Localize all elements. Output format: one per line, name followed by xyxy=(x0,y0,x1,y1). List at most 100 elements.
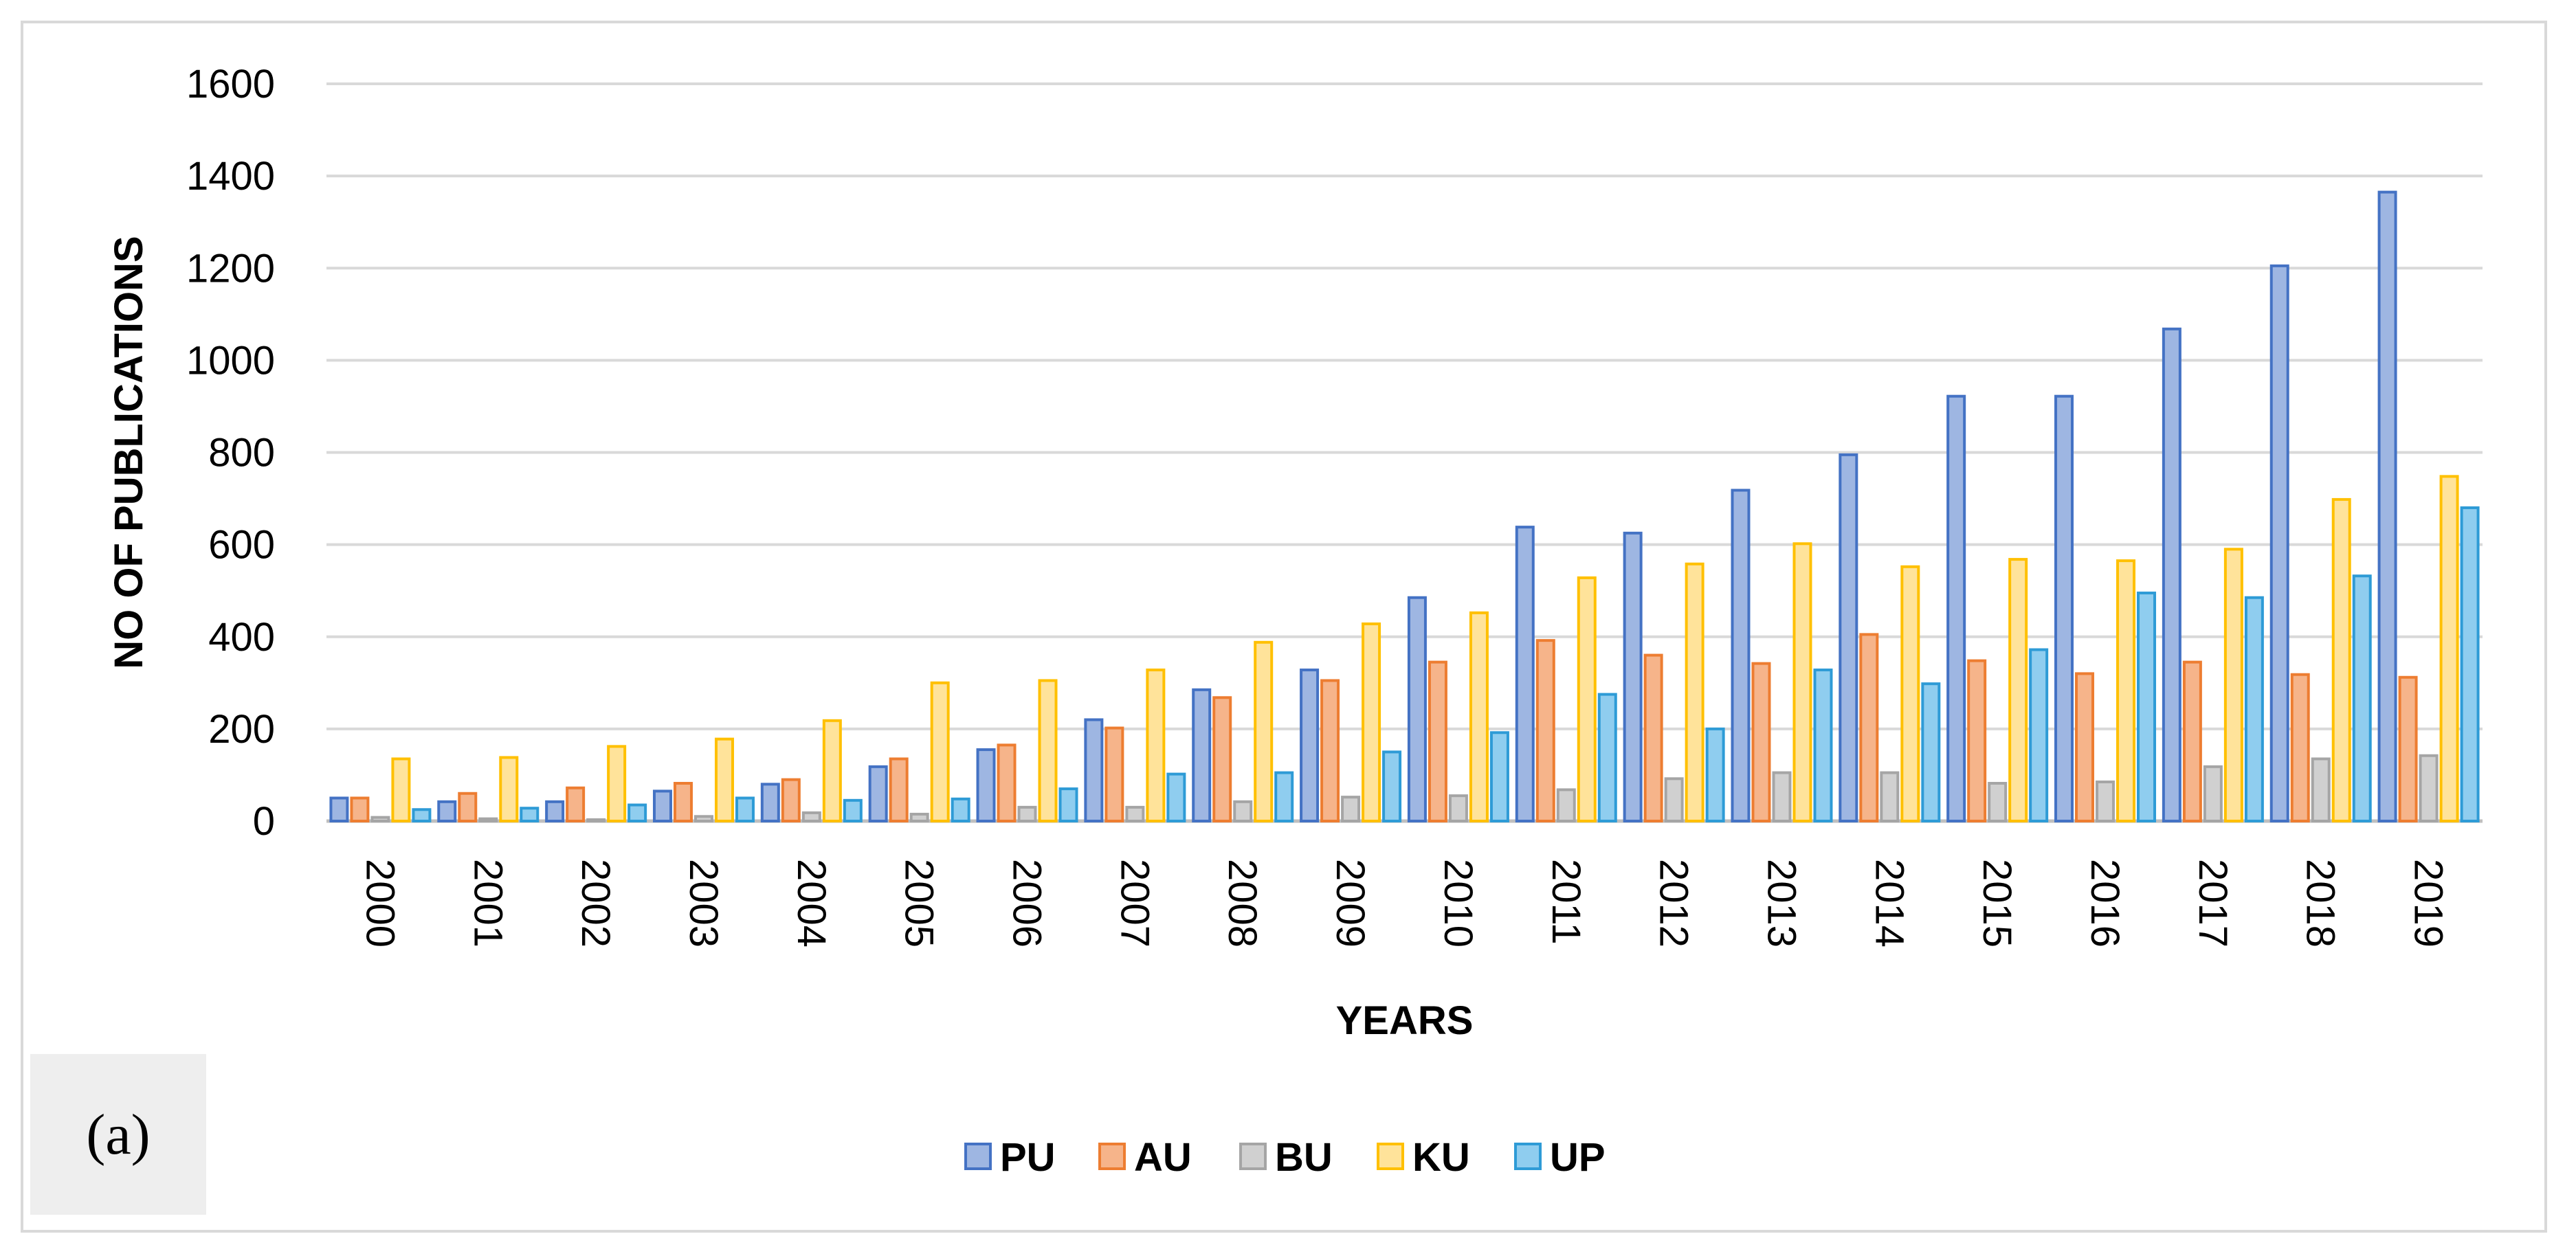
bar-ku-2002 xyxy=(607,745,627,823)
y-tick-label: 200 xyxy=(208,707,275,752)
bar-up-2019 xyxy=(2460,506,2480,822)
x-tick-label: 2017 xyxy=(2190,859,2235,947)
bar-ku-2018 xyxy=(2331,497,2351,822)
bar-bu-2008 xyxy=(1233,800,1253,822)
bar-up-2006 xyxy=(1058,787,1078,823)
bar-ku-2007 xyxy=(1146,669,1166,822)
bar-up-2008 xyxy=(1274,771,1294,822)
bar-ku-2003 xyxy=(714,737,734,823)
bar-bu-2018 xyxy=(2311,757,2331,822)
bar-bu-2003 xyxy=(693,815,713,822)
bar-ku-2017 xyxy=(2223,548,2243,822)
y-tick-label: 1000 xyxy=(186,338,275,383)
bar-up-2012 xyxy=(1705,727,1725,822)
bar-ku-2013 xyxy=(1792,542,1812,822)
y-tick-label: 0 xyxy=(253,799,275,844)
bar-au-2007 xyxy=(1104,726,1124,822)
bar-up-2010 xyxy=(1489,731,1509,822)
bar-au-2006 xyxy=(997,743,1017,823)
legend-label-au: AU xyxy=(1134,1135,1192,1180)
y-axis-title: NO OF PUBLICATIONS xyxy=(107,236,151,669)
x-tick-label: 2013 xyxy=(1759,859,1803,947)
x-tick-label: 2016 xyxy=(2083,859,2127,947)
bar-up-2013 xyxy=(1813,669,1833,822)
bar-pu-2011 xyxy=(1515,526,1535,822)
bar-up-2018 xyxy=(2352,574,2372,822)
bar-au-2009 xyxy=(1320,679,1340,822)
bar-au-2018 xyxy=(2290,673,2310,823)
bar-au-2017 xyxy=(2182,660,2202,823)
bar-ku-2008 xyxy=(1254,640,1274,822)
bar-au-2013 xyxy=(1751,662,1771,822)
bar-au-2010 xyxy=(1428,660,1447,823)
bar-bu-2007 xyxy=(1125,805,1145,822)
y-tick-label: 600 xyxy=(208,523,275,568)
bar-up-2001 xyxy=(520,807,540,823)
bar-up-2003 xyxy=(735,796,755,822)
gridlines xyxy=(326,82,2483,823)
legend-label-pu: PU xyxy=(1000,1135,1056,1180)
y-tick-label: 1200 xyxy=(186,246,275,291)
bar-bu-2005 xyxy=(909,812,929,823)
bar-pu-2004 xyxy=(760,783,780,822)
x-tick-label: 2015 xyxy=(1975,859,2019,947)
x-tick-label: 2000 xyxy=(357,859,402,947)
y-tick-label: 400 xyxy=(208,615,275,660)
bar-bu-2012 xyxy=(1664,777,1684,822)
bar-bu-2016 xyxy=(2096,780,2116,822)
bar-pu-2010 xyxy=(1407,596,1427,822)
bar-pu-2003 xyxy=(652,789,672,823)
x-tick-label: 2005 xyxy=(897,859,942,947)
bar-ku-2014 xyxy=(1900,565,1920,822)
bars xyxy=(329,190,2480,823)
bar-au-2000 xyxy=(350,796,370,822)
x-tick-label: 2018 xyxy=(2298,859,2343,947)
bar-bu-2015 xyxy=(1988,782,2008,823)
bar-bu-2002 xyxy=(586,818,606,823)
bar-pu-2006 xyxy=(976,748,996,822)
bar-au-2015 xyxy=(1967,659,1987,822)
bar-up-2004 xyxy=(843,798,863,823)
x-tick-label: 2003 xyxy=(681,859,726,947)
bar-pu-2007 xyxy=(1084,718,1104,823)
bar-up-2005 xyxy=(951,797,970,823)
bar-au-2011 xyxy=(1535,639,1555,822)
bar-au-2003 xyxy=(673,782,693,823)
bar-ku-2004 xyxy=(822,719,842,822)
bar-bu-2001 xyxy=(478,817,498,822)
bar-up-2002 xyxy=(628,803,647,822)
bar-ku-2015 xyxy=(2008,558,2028,823)
bar-up-2016 xyxy=(2137,592,2157,823)
bar-pu-2008 xyxy=(1192,688,1212,823)
x-tick-label: 2008 xyxy=(1220,859,1265,947)
bar-ku-2011 xyxy=(1577,576,1597,822)
legend: PU AU BU KU UP xyxy=(964,1135,1606,1180)
bar-up-2000 xyxy=(412,808,432,822)
bar-au-2014 xyxy=(1859,633,1879,822)
bar-pu-2012 xyxy=(1623,531,1643,822)
bar-up-2017 xyxy=(2244,596,2264,822)
bar-au-2012 xyxy=(1643,653,1663,823)
bar-pu-2000 xyxy=(329,796,349,822)
y-tick-label: 1600 xyxy=(186,62,275,106)
bar-ku-2006 xyxy=(1038,679,1058,822)
bar-bu-2014 xyxy=(1880,771,1900,822)
bar-pu-2015 xyxy=(1946,394,1966,822)
bar-up-2015 xyxy=(2029,648,2049,823)
bar-au-2004 xyxy=(781,778,801,823)
bar-up-2014 xyxy=(1921,682,1941,822)
bar-pu-2001 xyxy=(437,800,457,822)
x-tick-label: 2019 xyxy=(2406,859,2451,947)
y-tick-label: 1400 xyxy=(186,154,275,199)
bar-bu-2017 xyxy=(2203,765,2223,822)
x-tick-label: 2002 xyxy=(573,859,618,947)
bar-pu-2005 xyxy=(868,765,888,822)
bar-ku-2016 xyxy=(2116,559,2136,822)
bar-au-2008 xyxy=(1212,696,1232,823)
legend-label-up: UP xyxy=(1550,1135,1606,1180)
x-axis-title: YEARS xyxy=(1336,998,1474,1043)
bar-pu-2002 xyxy=(545,800,565,822)
bar-up-2007 xyxy=(1166,772,1186,822)
bar-pu-2009 xyxy=(1300,669,1320,822)
